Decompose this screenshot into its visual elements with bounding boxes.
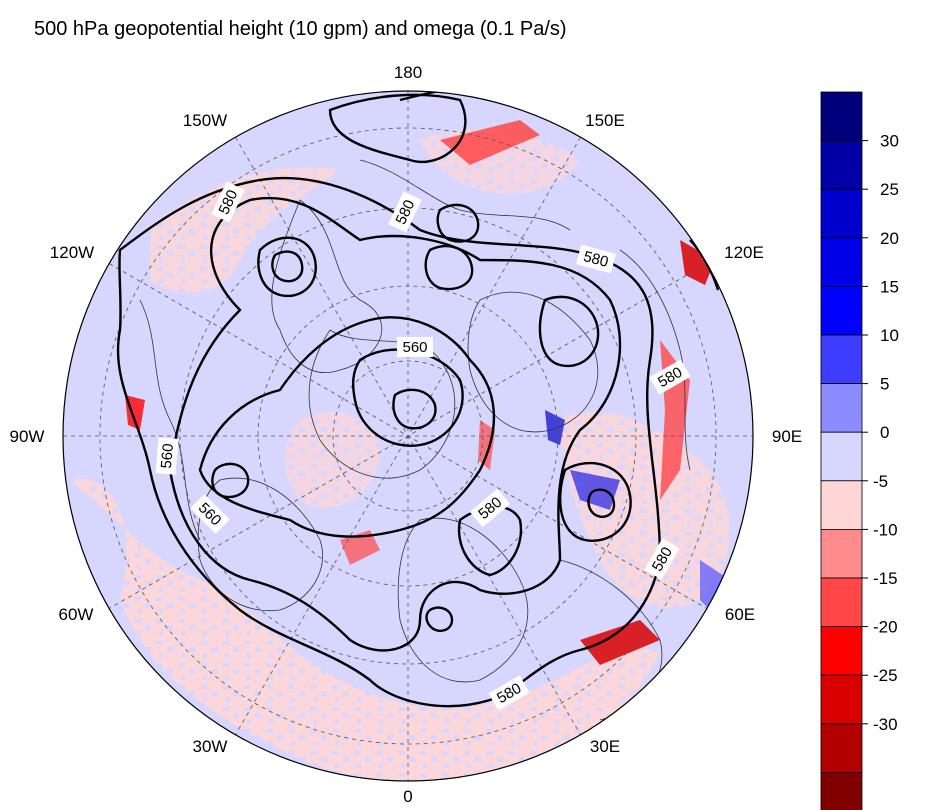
colorbar-swatch <box>820 91 863 141</box>
lon-label-120e: 120E <box>724 243 764 262</box>
omega-negative-region <box>285 412 380 508</box>
colorbar-tick-label: -30 <box>873 715 898 734</box>
contour-high-nw-inner <box>271 250 304 283</box>
colorbar-swatch <box>820 383 863 433</box>
lon-label-60e: 60E <box>725 605 755 624</box>
lon-label-30e: 30E <box>590 737 620 756</box>
lon-label-90w: 90W <box>10 427 45 446</box>
colorbar-swatch <box>820 577 863 627</box>
colorbar-tick-label: 30 <box>880 132 899 151</box>
contour-west-small <box>211 462 250 499</box>
lon-label-0: 0 <box>403 787 412 806</box>
colorbar-ticks: 30 25 20 15 10 5 0 -5 -10 -15 -20 -25 -30 <box>862 132 899 734</box>
contour-center-east <box>424 244 474 291</box>
lon-label-150w: 150W <box>183 111 227 130</box>
contour-580-north <box>328 93 467 164</box>
colorbar-swatch <box>820 772 863 810</box>
colorbar-tick-label: 0 <box>880 423 889 442</box>
colorbar-swatch <box>820 723 863 773</box>
graticule <box>63 91 753 781</box>
contour-label: 560 <box>158 443 177 469</box>
colorbar-tick-label: 20 <box>880 229 899 248</box>
colorbar-swatch <box>820 140 863 190</box>
contour-high-ne <box>538 295 600 368</box>
contour-high-east <box>558 461 632 542</box>
colorbar-swatch <box>820 626 863 676</box>
contour-label: 580 <box>582 248 611 271</box>
colorbar-swatch <box>820 334 863 384</box>
omega-field: 580 580 580 580 580 580 <box>63 91 753 781</box>
map-boundary <box>62 90 754 782</box>
colorbar-tick-label: -15 <box>873 569 898 588</box>
colorbar-swatch <box>820 480 863 530</box>
longitude-labels: 180 150E 120E 90E 60E 30E 0 30W 60W 90W … <box>10 63 803 806</box>
contour-north-small <box>436 203 480 243</box>
colorbar-swatch <box>820 188 863 239</box>
colorbar-swatch <box>820 285 863 336</box>
lon-label-180: 180 <box>394 63 422 82</box>
colorbar-swatch <box>820 237 863 287</box>
omega-negative-region <box>70 478 660 781</box>
colorbar-tick-label: -25 <box>873 666 898 685</box>
page-title: 500 hPa geopotential height (10 gpm) and… <box>34 18 567 40</box>
colorbar-tick-label: -20 <box>873 618 898 637</box>
colorbar-swatch <box>820 529 863 579</box>
contour-high-east-inner <box>587 488 616 518</box>
colorbar-tick-label: 15 <box>880 277 899 296</box>
colorbar-swatches <box>820 91 863 810</box>
contour-580-outer <box>116 176 662 708</box>
colorbar-tick-label: 5 <box>880 375 889 394</box>
contour-high-nw <box>257 236 317 298</box>
lon-label-120w: 120W <box>50 243 94 262</box>
lon-label-150e: 150E <box>585 111 625 130</box>
lon-label-60w: 60W <box>59 605 94 624</box>
colorbar-swatch <box>820 431 863 482</box>
contour-560 <box>198 316 496 538</box>
contour-north-edge <box>399 91 461 102</box>
colorbar-tick-label: 10 <box>880 326 899 345</box>
colorbar-tick-label: -5 <box>873 472 888 491</box>
lon-label-90e: 90E <box>772 427 802 446</box>
colorbar: 30 25 20 15 10 5 0 -5 -10 -15 -20 -25 -30 <box>820 91 899 810</box>
contour-labels: 580 580 580 580 580 580 <box>155 181 691 711</box>
colorbar-tick-label: 25 <box>880 180 899 199</box>
colorbar-tick-label: -10 <box>873 520 898 539</box>
lon-label-30w: 30W <box>193 737 228 756</box>
omega-negative-region <box>560 412 730 608</box>
contour-label: 560 <box>402 339 427 356</box>
colorbar-swatch <box>820 674 863 725</box>
contour-low-center <box>392 388 437 430</box>
contour-south-small <box>425 606 454 632</box>
